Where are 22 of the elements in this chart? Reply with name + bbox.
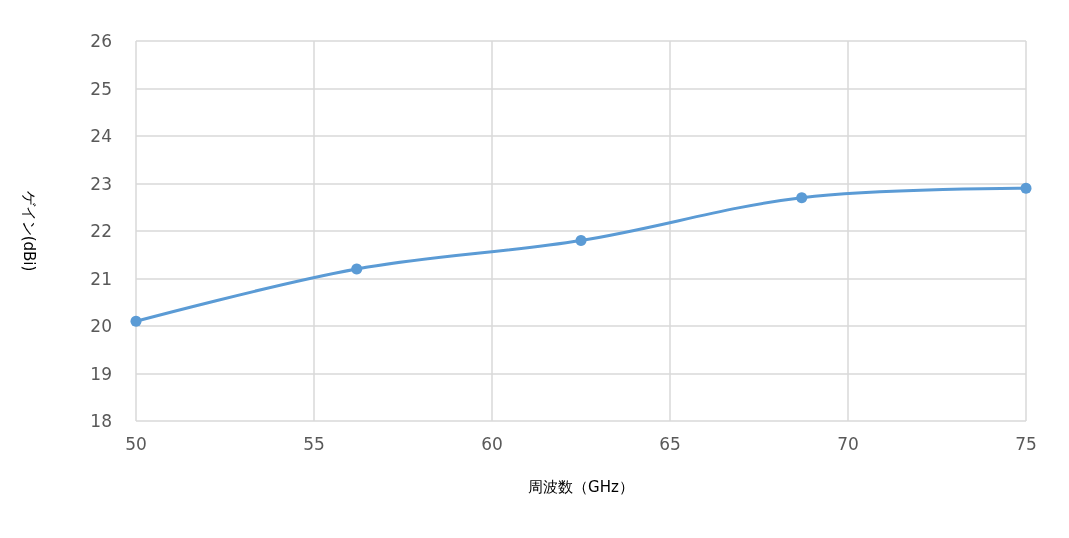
y-tick-label: 24 [90, 126, 112, 146]
x-tick-label: 60 [481, 433, 503, 454]
x-tick-label: 50 [125, 433, 147, 454]
y-tick-label: 23 [90, 173, 112, 194]
y-tick-label: 20 [90, 316, 112, 336]
y-tick-label: 22 [90, 221, 112, 241]
point [351, 263, 363, 275]
x-tick-label: 55 [303, 433, 325, 454]
y-tick-label: 21 [90, 268, 112, 289]
x-axis-title: 周波数（GHz） [528, 477, 634, 496]
x-tick-label: 70 [837, 433, 859, 454]
y-tick-label: 26 [90, 31, 112, 51]
x-tick-label: 65 [659, 433, 681, 454]
point [1020, 182, 1032, 194]
y-axis-title: ゲイン(dBi) [19, 190, 38, 272]
point [796, 192, 808, 204]
point [575, 235, 587, 246]
y-tick-label: 19 [90, 363, 112, 384]
point [130, 315, 142, 327]
y-tick-label: 18 [90, 411, 112, 431]
y-tick-label: 25 [90, 78, 112, 99]
x-tick-label: 75 [1015, 433, 1037, 454]
